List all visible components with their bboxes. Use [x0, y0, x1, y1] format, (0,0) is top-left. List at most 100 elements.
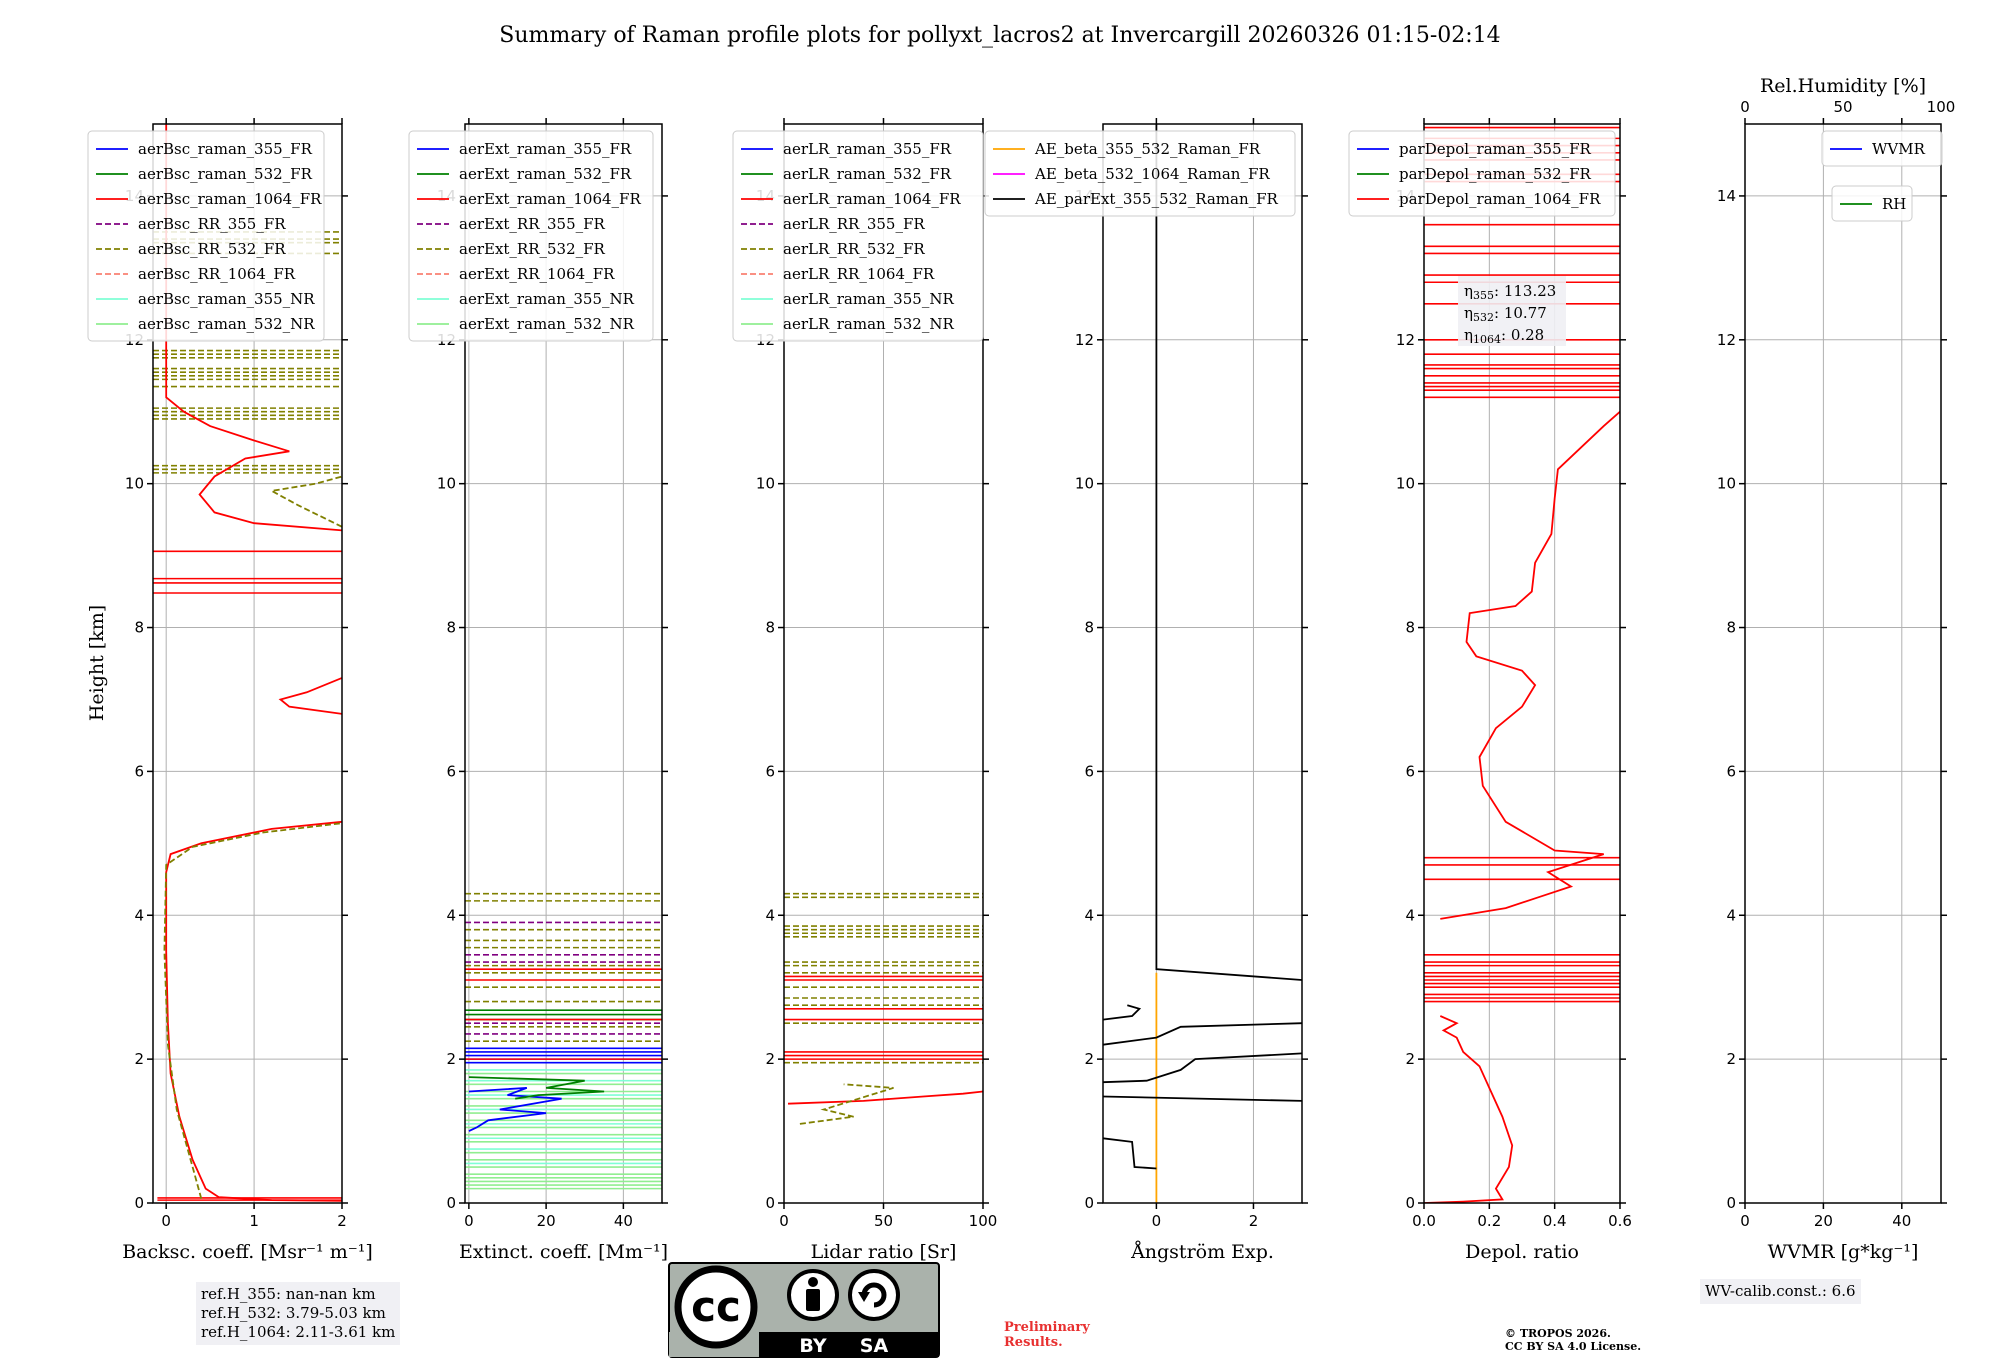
- y-tick-label-ext: 0: [446, 1194, 456, 1212]
- y-tick-label-wvmr: 8: [1726, 619, 1736, 637]
- y-tick-label-bsc: 10: [125, 475, 144, 493]
- share-alike-icon: [848, 1269, 900, 1321]
- y-tick-label-lr: 6: [765, 762, 775, 780]
- series-AE_parExt_355_532_Raman_FR: [1103, 1004, 1142, 1021]
- y-axis-label: Height [km]: [86, 605, 108, 721]
- series-aerBsc_RR_532_FR: [268, 475, 342, 528]
- y-tick-label-depol: 8: [1405, 619, 1415, 637]
- x-axis-label-ae: Ångström Exp.: [1130, 1241, 1274, 1263]
- y-tick-label-bsc: 0: [134, 1194, 144, 1212]
- series-aerLR_RR_532_FR: [799, 1083, 894, 1125]
- x-tick-label-ae: 2: [1249, 1212, 1259, 1230]
- y-tick-label-depol: 4: [1405, 906, 1415, 924]
- x-axis-label-ext: Extinct. coeff. [Mm⁻¹]: [459, 1241, 668, 1263]
- legend-label: aerLR_RR_355_FR: [783, 215, 925, 233]
- legend-label: aerExt_raman_355_NR: [459, 290, 635, 308]
- x-tick-label-wvmr: 0: [1740, 1212, 1750, 1230]
- y-tick-label-depol: 6: [1405, 762, 1415, 780]
- x-tick-label-wvmr: 20: [1814, 1212, 1833, 1230]
- legend-bsc-frame: [87, 130, 325, 342]
- legend-label: aerExt_raman_1064_FR: [459, 190, 641, 208]
- legend-depol: parDepol_raman_355_FR parDepol_raman_532_…: [1348, 130, 1616, 217]
- panel-bsc: 02468101214012Backsc. coeff. [Msr⁻¹ m⁻¹]…: [87, 118, 373, 1263]
- y-tick-label-ext: 4: [446, 906, 456, 924]
- legend-label: aerBsc_RR_1064_FR: [138, 265, 296, 283]
- legend-lr: aerLR_raman_355_FR aerLR_raman_532_FR aerL…: [732, 130, 984, 342]
- legend-label: aerLR_raman_355_FR: [783, 140, 952, 158]
- copyright-line-1: © TROPOS 2026.: [1505, 1327, 1611, 1340]
- x-axis-label-lr: Lidar ratio [Sr]: [811, 1241, 957, 1263]
- ref-height-532: ref.H_532: 3.79-5.03 km: [201, 1304, 386, 1322]
- data-lr: [784, 892, 983, 1125]
- copyright-line-2: CC BY SA 4.0 License.: [1505, 1340, 1642, 1353]
- y-tick-label-bsc: 4: [134, 906, 144, 924]
- x-axis-label-depol: Depol. ratio: [1465, 1241, 1579, 1263]
- x-tick-label-lr: 50: [874, 1212, 893, 1230]
- series-aerExt_raman_355_FR: [468, 1087, 562, 1132]
- y-tick-label-ae: 6: [1084, 762, 1094, 780]
- legend-wvmr: WVMR: [1821, 130, 1943, 167]
- legend-label: aerBsc_raman_1064_FR: [138, 190, 322, 208]
- y-tick-label-ae: 12: [1075, 331, 1094, 349]
- series-aerBsc_raman_1064_FR: [165, 124, 342, 532]
- legend-ae: AE_beta_355_532_Raman_FR AE_beta_532_1064…: [984, 130, 1296, 217]
- x-tick-label-lr: 100: [969, 1212, 998, 1230]
- y-tick-label-depol: 0: [1405, 1194, 1415, 1212]
- y-tick-label-depol: 2: [1405, 1050, 1415, 1068]
- legend-label: aerBsc_raman_355_NR: [138, 290, 315, 308]
- y-tick-label-ae: 4: [1084, 906, 1094, 924]
- y-tick-label-ext: 2: [446, 1050, 456, 1068]
- legend-label: AE_parExt_355_532_Raman_FR: [1034, 190, 1279, 208]
- series-parDepol_raman_1064_FR: [1440, 411, 1620, 920]
- x-tick-label-ext: 20: [537, 1212, 556, 1230]
- y-tick-label-bsc: 6: [134, 762, 144, 780]
- panel-lr: 02468101214050100Lidar ratio [Sr]aerLR_r…: [732, 118, 998, 1263]
- y-tick-label-ext: 10: [437, 475, 456, 493]
- legend-label: parDepol_raman_532_FR: [1399, 165, 1592, 183]
- y-tick-label-wvmr: 12: [1717, 331, 1736, 349]
- ref-height-1064: ref.H_1064: 2.11-3.61 km: [201, 1323, 396, 1341]
- legend-label: aerExt_RR_1064_FR: [459, 265, 615, 283]
- top-x-tick-label: 100: [1927, 98, 1956, 116]
- y-tick-label-ext: 6: [446, 762, 456, 780]
- data-ae: [1103, 124, 1302, 1203]
- legend-lr-frame: [732, 130, 984, 342]
- x-axis-label-wvmr: WVMR [g*kg⁻¹]: [1768, 1241, 1919, 1263]
- plot-frame-ae: [1102, 123, 1303, 1204]
- legend-wvmr-frame: [1821, 130, 1943, 167]
- legend-ext: aerExt_raman_355_FR aerExt_raman_532_FRae…: [408, 130, 654, 342]
- legend-label: parDepol_raman_1064_FR: [1399, 190, 1601, 208]
- x-tick-label-bsc: 1: [249, 1212, 259, 1230]
- reference-height-box: ref.H_355: nan-nan km ref.H_532: 3.79-5.…: [196, 1282, 401, 1345]
- y-tick-label-lr: 8: [765, 619, 775, 637]
- x-tick-label-lr: 0: [779, 1212, 789, 1230]
- y-tick-label-lr: 0: [765, 1194, 775, 1212]
- y-tick-label-ae: 10: [1075, 475, 1094, 493]
- panel-ae: 0246810121402Ångström Exp.AE_beta_355_53…: [984, 118, 1308, 1263]
- x-tick-label-ae: 0: [1152, 1212, 1162, 1230]
- y-tick-label-lr: 4: [765, 906, 775, 924]
- legend-label: aerLR_RR_1064_FR: [783, 265, 935, 283]
- legend-label: aerBsc_raman_532_NR: [138, 315, 315, 333]
- plot-frame-wvmr: [1744, 123, 1942, 1204]
- x-tick-label-bsc: 0: [161, 1212, 171, 1230]
- x-tick-label-depol: 0.4: [1543, 1212, 1567, 1230]
- top-x-axis-label: Rel.Humidity [%]: [1760, 75, 1926, 97]
- preliminary-line-2: Results.: [1004, 1335, 1063, 1350]
- legend-ae-frame: [984, 130, 1296, 217]
- preliminary-line-1: Preliminary: [1004, 1320, 1090, 1335]
- legend-label: aerLR_raman_532_NR: [783, 315, 954, 333]
- plot-frame-ext: [464, 123, 663, 1204]
- legend2-wvmr: RH: [1831, 185, 1913, 222]
- legend-bsc: aerBsc_raman_355_FR aerBsc_raman_532_FRae…: [87, 130, 325, 342]
- preliminary-results-note: Preliminary Results.: [1004, 1320, 1090, 1350]
- y-tick-label-wvmr: 2: [1726, 1050, 1736, 1068]
- top-x-tick-label: 50: [1833, 98, 1852, 116]
- y-tick-label-lr: 10: [756, 475, 775, 493]
- data-bsc: [153, 124, 342, 1202]
- series-aerExt_raman_532_FR: [468, 1076, 605, 1100]
- legend-label: RH: [1882, 195, 1906, 213]
- x-tick-label-depol: 0.0: [1412, 1212, 1436, 1230]
- legend-label: aerLR_raman_1064_FR: [783, 190, 961, 208]
